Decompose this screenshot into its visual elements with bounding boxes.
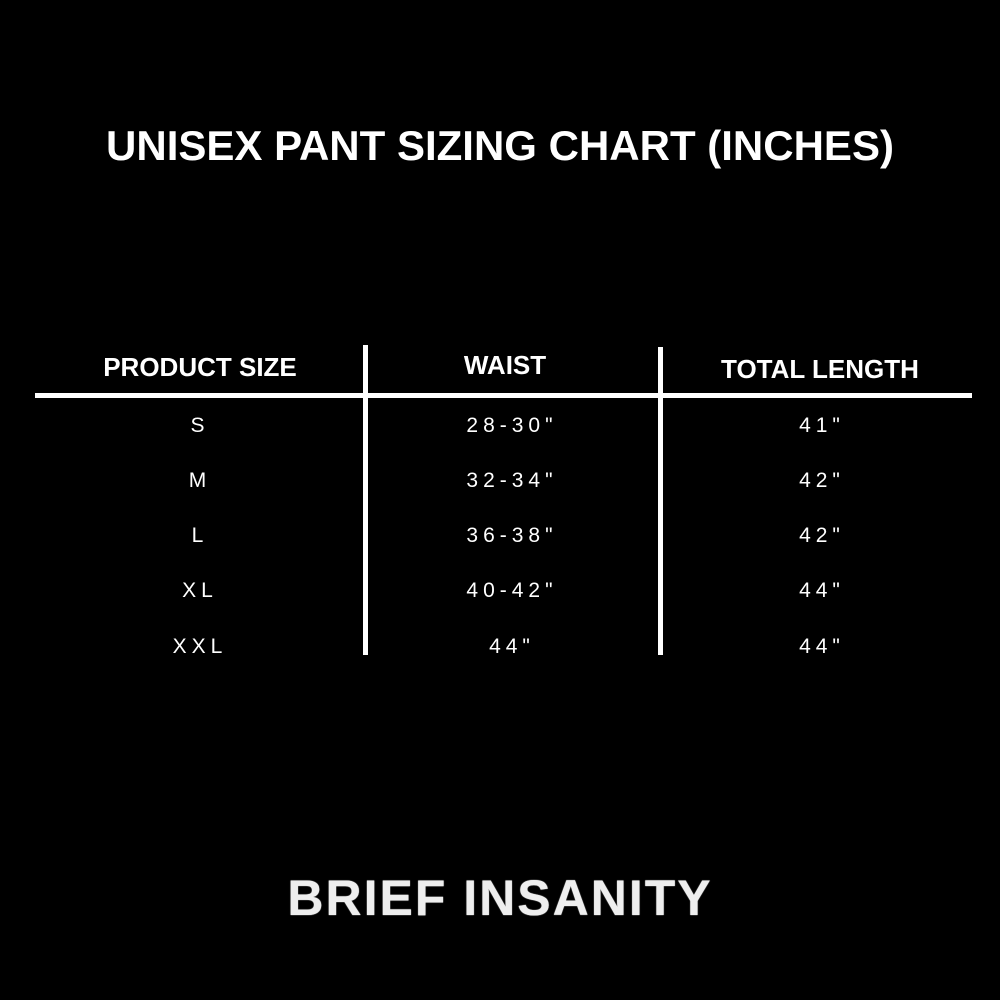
column-divider-1: [363, 345, 368, 655]
cell-text: 44": [489, 635, 535, 658]
cell-length: 42": [672, 521, 972, 551]
cell-waist: 32-34": [362, 466, 662, 496]
cell-text: 32-34": [466, 469, 558, 492]
cell-size: XL: [50, 576, 350, 606]
cell-length: 44": [672, 576, 972, 606]
cell-text: S: [190, 414, 210, 437]
cell-text: 28-30": [466, 414, 558, 437]
cell-waist: 28-30": [362, 411, 662, 441]
header-label: PRODUCT SIZE: [103, 352, 297, 382]
header-label: WAIST: [463, 350, 547, 380]
cell-text: 40-42": [466, 579, 558, 602]
page-title: UNISEX PANT SIZING CHART (INCHES): [0, 118, 1000, 174]
cell-text: XXL: [172, 635, 228, 658]
cell-waist: 36-38": [362, 521, 662, 551]
cell-waist: 44": [362, 632, 662, 662]
cell-waist: 40-42": [362, 576, 662, 606]
cell-text: 41": [799, 414, 845, 437]
header-waist: WAIST: [355, 350, 655, 381]
cell-text: M: [188, 469, 212, 492]
cell-text: 42": [799, 469, 845, 492]
cell-text: XL: [182, 579, 218, 602]
header-total-length: TOTAL LENGTH: [670, 354, 970, 385]
cell-text: 44": [799, 635, 845, 658]
cell-text: L: [191, 524, 209, 547]
brand-text: BRIEF INSANITY: [287, 870, 713, 926]
header-product-size: PRODUCT SIZE: [50, 352, 350, 383]
cell-size: M: [50, 466, 350, 496]
cell-size: XXL: [50, 632, 350, 662]
title-text: UNISEX PANT SIZING CHART (INCHES): [106, 122, 894, 169]
cell-size: S: [50, 411, 350, 441]
header-divider: [35, 393, 972, 398]
cell-length: 41": [672, 411, 972, 441]
cell-size: L: [50, 521, 350, 551]
cell-text: 42": [799, 524, 845, 547]
header-label: TOTAL LENGTH: [721, 354, 919, 384]
cell-text: 44": [799, 579, 845, 602]
cell-length: 42": [672, 466, 972, 496]
column-divider-2: [658, 347, 663, 655]
cell-text: 36-38": [466, 524, 558, 547]
cell-length: 44": [672, 632, 972, 662]
brand-logo: BRIEF INSANITY: [0, 868, 1000, 928]
